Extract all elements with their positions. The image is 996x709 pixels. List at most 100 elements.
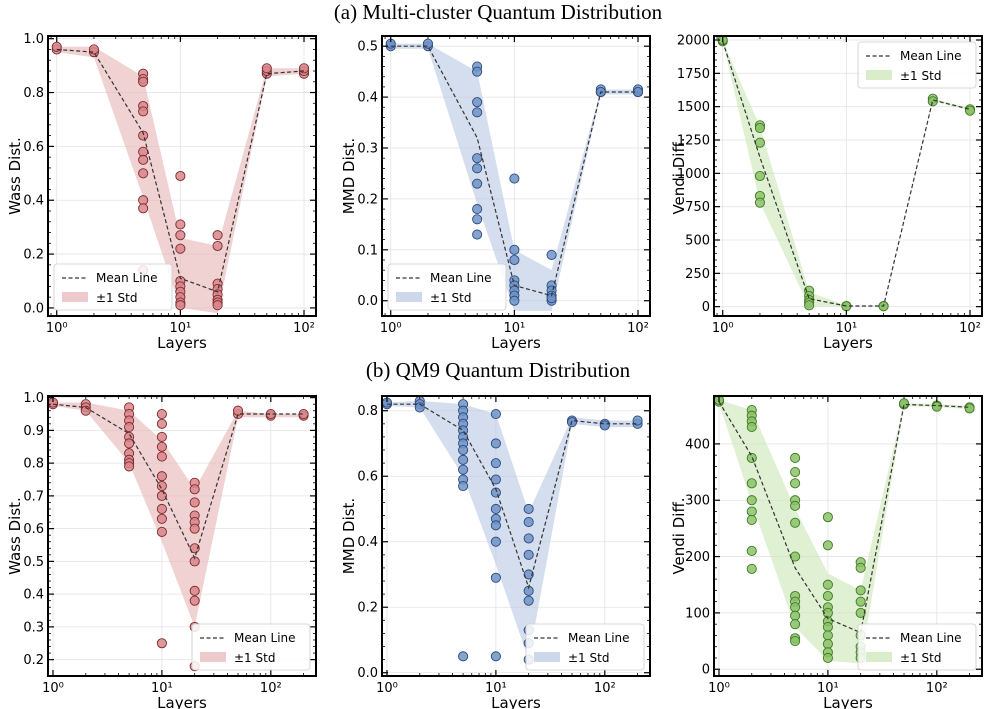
y-tick-label: 1.0 <box>23 391 44 406</box>
data-point <box>790 452 801 464</box>
data-point <box>746 514 757 525</box>
std-band <box>386 400 638 660</box>
data-point <box>189 497 200 508</box>
legend-std-swatch <box>396 292 422 302</box>
data-point <box>509 295 520 306</box>
legend: Mean Line ±1 Std <box>53 263 173 311</box>
data-point <box>523 549 534 560</box>
x-tick-label: 10² <box>926 681 948 696</box>
data-point <box>822 638 833 649</box>
data-point <box>822 512 833 523</box>
data-point <box>754 137 765 148</box>
x-tick-label: 10⁰ <box>708 681 730 696</box>
data-point <box>804 300 815 311</box>
y-tick-label: 0.2 <box>357 601 378 616</box>
y-axis-title: MMD Dist. <box>340 138 358 214</box>
data-point <box>822 540 833 551</box>
data-point <box>458 454 469 465</box>
y-axis-title: Vendi Diff. <box>670 497 688 574</box>
data-point <box>138 203 149 214</box>
data-point <box>509 244 520 255</box>
std-band <box>718 399 970 664</box>
row-a-title: (a) Multi-cluster Quantum Distribution <box>333 0 663 24</box>
legend-std-label: ±1 Std <box>234 651 275 665</box>
y-tick-label: 2000 <box>677 34 710 49</box>
data-point <box>124 461 135 472</box>
legend-mean-label: Mean Line <box>96 271 158 285</box>
data-points <box>381 395 643 665</box>
data-point <box>189 484 200 495</box>
data-point <box>156 481 167 492</box>
x-axis-title: Layers <box>491 694 541 709</box>
x-axis-title: Layers <box>823 694 873 709</box>
y-tick-label: 0.2 <box>357 192 378 207</box>
legend-std-swatch <box>62 292 88 302</box>
data-point <box>189 585 200 596</box>
x-tick-label: 10² <box>260 681 282 696</box>
data-point <box>175 243 186 254</box>
data-point <box>822 630 833 641</box>
data-point <box>746 563 757 575</box>
legend-std-label: ±1 Std <box>900 651 941 665</box>
y-tick-label: 1750 <box>677 67 710 82</box>
y-axis-title: Wass Dist. <box>6 497 24 575</box>
legend-std-label: ±1 Std <box>96 291 137 305</box>
data-point <box>599 420 610 431</box>
grid <box>714 36 982 316</box>
data-point <box>175 219 186 230</box>
data-point <box>472 66 483 77</box>
data-point <box>822 621 833 633</box>
data-point <box>490 458 501 469</box>
data-point <box>490 520 501 531</box>
data-point <box>964 105 976 116</box>
legend: Mean Line ±1 Std <box>857 623 977 671</box>
y-tick-label: 1.0 <box>23 32 44 47</box>
x-tick-label: 10² <box>627 321 649 336</box>
data-point <box>472 178 483 189</box>
y-tick-label: 0.2 <box>23 248 44 263</box>
data-point <box>156 513 167 524</box>
y-tick-label: 0.9 <box>23 424 44 439</box>
legend: Mean Line ±1 Std <box>857 41 977 89</box>
y-tick-label: 0.6 <box>23 522 44 537</box>
legend-std-swatch <box>866 652 892 662</box>
x-axis-title: Layers <box>157 334 207 352</box>
y-tick-label: 0.5 <box>357 40 378 55</box>
plot-frame <box>381 35 651 317</box>
data-point <box>156 638 167 649</box>
mean-line <box>718 401 970 634</box>
y-tick-label: 0.0 <box>23 301 44 316</box>
data-point <box>156 451 167 462</box>
data-point <box>490 651 501 662</box>
data-point <box>790 602 801 613</box>
y-tick-label: 300 <box>685 494 710 509</box>
data-point <box>855 596 866 607</box>
data-point <box>822 579 833 590</box>
data-point <box>523 503 534 515</box>
y-axis: 0.0 0.2 0.4 0.6 0.8 <box>357 404 650 681</box>
data-point <box>822 590 833 602</box>
data-point <box>927 96 938 107</box>
data-point <box>790 636 801 647</box>
x-tick-label: 10¹ <box>169 321 191 336</box>
y-tick-label: 0.8 <box>23 86 44 101</box>
data-point <box>746 545 757 556</box>
data-point <box>790 500 801 511</box>
data-point <box>156 471 167 482</box>
data-point <box>458 651 469 662</box>
y-tick-label: 200 <box>685 550 710 565</box>
data-point <box>746 495 757 506</box>
chart-a-mmd: 0.0 0.1 0.2 0.3 0.4 0.5 10⁰ 10¹ 10² Layers MMD Dis… <box>340 35 651 352</box>
y-tick-label: 0.0 <box>357 294 378 309</box>
y-axis: 0 250 500 750 1000 1250 1500 1750 2000 <box>677 34 982 315</box>
data-point <box>790 619 801 630</box>
row-b-title: (b) QM9 Quantum Distribution <box>365 358 631 382</box>
y-tick-label: 0.4 <box>23 588 44 603</box>
legend-std-swatch <box>534 652 560 662</box>
data-points <box>713 394 975 664</box>
data-point <box>138 168 149 179</box>
data-point <box>156 503 167 515</box>
data-point <box>822 652 833 664</box>
y-axis-title: Vendi Diff. <box>670 137 688 214</box>
y-tick-label: 0.3 <box>357 142 378 157</box>
